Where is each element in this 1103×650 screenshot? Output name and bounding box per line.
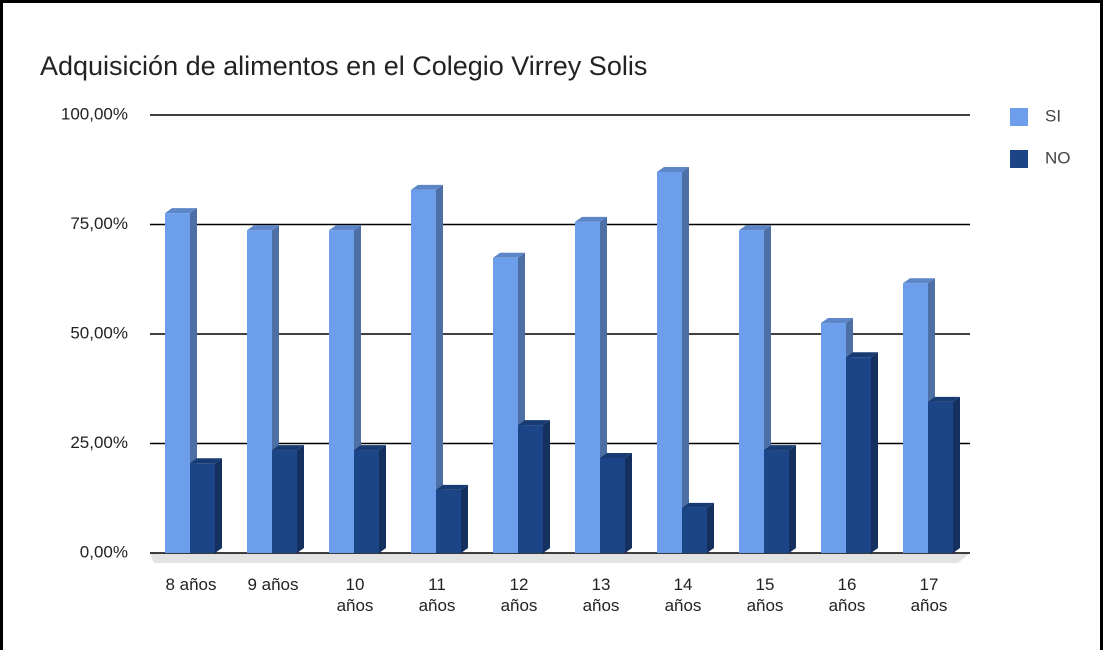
bar-top — [518, 420, 550, 426]
bar — [518, 420, 550, 553]
bar — [739, 225, 771, 553]
bar — [657, 166, 689, 553]
bar — [165, 208, 197, 553]
bar-front — [682, 507, 707, 553]
bar — [354, 445, 386, 553]
y-tick-label: 25,00% — [70, 433, 128, 452]
bar-top — [846, 352, 878, 358]
bar — [190, 458, 222, 553]
y-tick-label: 50,00% — [70, 323, 128, 342]
bar-top — [354, 445, 386, 451]
bar-side — [707, 502, 714, 553]
bar-front — [600, 457, 625, 553]
legend-swatch — [1010, 150, 1028, 168]
bar-top — [329, 225, 361, 231]
x-tick-label: 13 años — [582, 575, 620, 615]
bar — [846, 352, 878, 553]
bar-side — [215, 458, 222, 553]
bar-front — [518, 425, 543, 553]
y-tick-label: 0,00% — [80, 542, 128, 561]
bar-front — [436, 489, 461, 553]
bar-front — [928, 401, 953, 553]
bar-top — [272, 445, 304, 451]
bar-front — [739, 230, 764, 553]
bar-top — [165, 208, 197, 214]
bar — [764, 445, 796, 553]
bar-top — [903, 278, 935, 284]
y-tick-label: 100,00% — [61, 104, 128, 123]
x-tick-label: 15 años — [746, 575, 784, 615]
chart-title: Adquisición de alimentos en el Colegio V… — [40, 51, 647, 81]
x-tick-label: 17 años — [910, 575, 948, 615]
legend-swatch — [1010, 108, 1028, 126]
bar-top — [764, 445, 796, 451]
bar-front — [575, 221, 600, 553]
bar-front — [190, 463, 215, 553]
bar-side — [543, 420, 550, 553]
bar-front — [411, 189, 436, 553]
x-tick-label: 9 años — [247, 575, 299, 594]
legend-label: NO — [1045, 148, 1071, 167]
bar-front — [821, 323, 846, 553]
bar-top — [657, 166, 689, 172]
bar-side — [682, 166, 689, 553]
bar — [272, 445, 304, 553]
y-tick-label: 75,00% — [70, 214, 128, 233]
bar-front — [165, 213, 190, 553]
bar-front — [329, 230, 354, 553]
bar-front — [493, 257, 518, 553]
bar-side — [297, 445, 304, 553]
bar-front — [903, 283, 928, 553]
floor — [150, 553, 970, 563]
x-tick-label: 11 años — [418, 575, 456, 615]
bar — [600, 452, 632, 553]
x-tick-label: 8 años — [165, 575, 217, 594]
bar-top — [411, 184, 443, 190]
bar-front — [354, 450, 379, 553]
bar-side — [461, 484, 468, 553]
bar-side — [379, 445, 386, 553]
bar-side — [436, 184, 443, 553]
bar-side — [871, 352, 878, 553]
bar-front — [272, 450, 297, 553]
bar-front — [846, 357, 871, 553]
bar-top — [682, 502, 714, 508]
bar-front — [764, 450, 789, 553]
bar-side — [625, 452, 632, 553]
bar-top — [821, 318, 853, 324]
bar-side — [789, 445, 796, 553]
bar-top — [928, 396, 960, 402]
bar-top — [190, 458, 222, 464]
bar — [682, 502, 714, 553]
bar-top — [600, 452, 632, 458]
bar — [411, 184, 443, 553]
bar-top — [247, 225, 279, 231]
bar-top — [575, 216, 607, 222]
x-tick-label: 16 años — [828, 575, 866, 615]
bar-front — [657, 171, 682, 553]
bar-top — [436, 484, 468, 490]
x-tick-label: 14 años — [664, 575, 702, 615]
bar — [436, 484, 468, 553]
bar-side — [953, 396, 960, 553]
bar-top — [493, 252, 525, 258]
bar — [928, 396, 960, 553]
x-tick-label: 12 años — [500, 575, 538, 615]
legend-label: SI — [1045, 106, 1061, 125]
x-tick-label: 10 años — [336, 575, 374, 615]
bar-front — [247, 230, 272, 553]
bar-top — [739, 225, 771, 231]
